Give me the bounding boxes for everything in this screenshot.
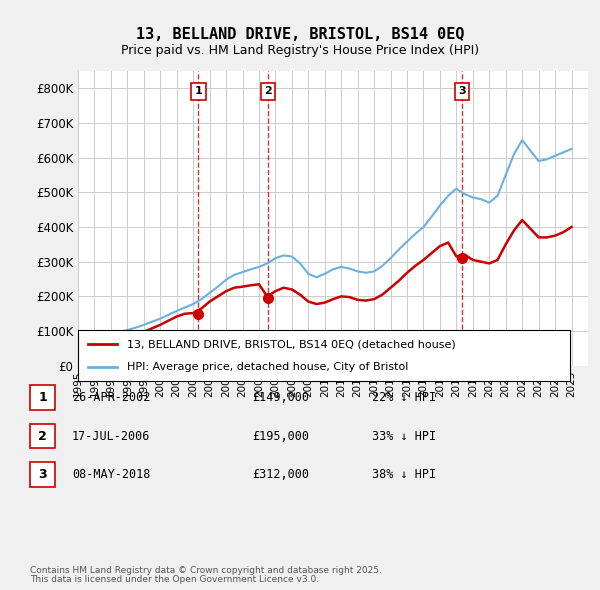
Text: 1: 1 — [194, 87, 202, 96]
Text: 22% ↓ HPI: 22% ↓ HPI — [372, 391, 436, 404]
Text: 2: 2 — [38, 430, 47, 442]
Text: 08-MAY-2018: 08-MAY-2018 — [72, 468, 151, 481]
Text: 26-APR-2002: 26-APR-2002 — [72, 391, 151, 404]
Text: £195,000: £195,000 — [252, 430, 309, 442]
Text: 3: 3 — [38, 468, 47, 481]
Text: This data is licensed under the Open Government Licence v3.0.: This data is licensed under the Open Gov… — [30, 575, 319, 584]
Text: 1: 1 — [38, 391, 47, 404]
Text: 13, BELLAND DRIVE, BRISTOL, BS14 0EQ: 13, BELLAND DRIVE, BRISTOL, BS14 0EQ — [136, 27, 464, 41]
Text: £312,000: £312,000 — [252, 468, 309, 481]
Text: 3: 3 — [458, 87, 466, 96]
Text: 17-JUL-2006: 17-JUL-2006 — [72, 430, 151, 442]
Text: Contains HM Land Registry data © Crown copyright and database right 2025.: Contains HM Land Registry data © Crown c… — [30, 566, 382, 575]
Text: 33% ↓ HPI: 33% ↓ HPI — [372, 430, 436, 442]
Text: £149,000: £149,000 — [252, 391, 309, 404]
Text: Price paid vs. HM Land Registry's House Price Index (HPI): Price paid vs. HM Land Registry's House … — [121, 44, 479, 57]
Text: HPI: Average price, detached house, City of Bristol: HPI: Average price, detached house, City… — [127, 362, 409, 372]
Text: 38% ↓ HPI: 38% ↓ HPI — [372, 468, 436, 481]
Text: 2: 2 — [264, 87, 272, 96]
Text: 13, BELLAND DRIVE, BRISTOL, BS14 0EQ (detached house): 13, BELLAND DRIVE, BRISTOL, BS14 0EQ (de… — [127, 339, 456, 349]
